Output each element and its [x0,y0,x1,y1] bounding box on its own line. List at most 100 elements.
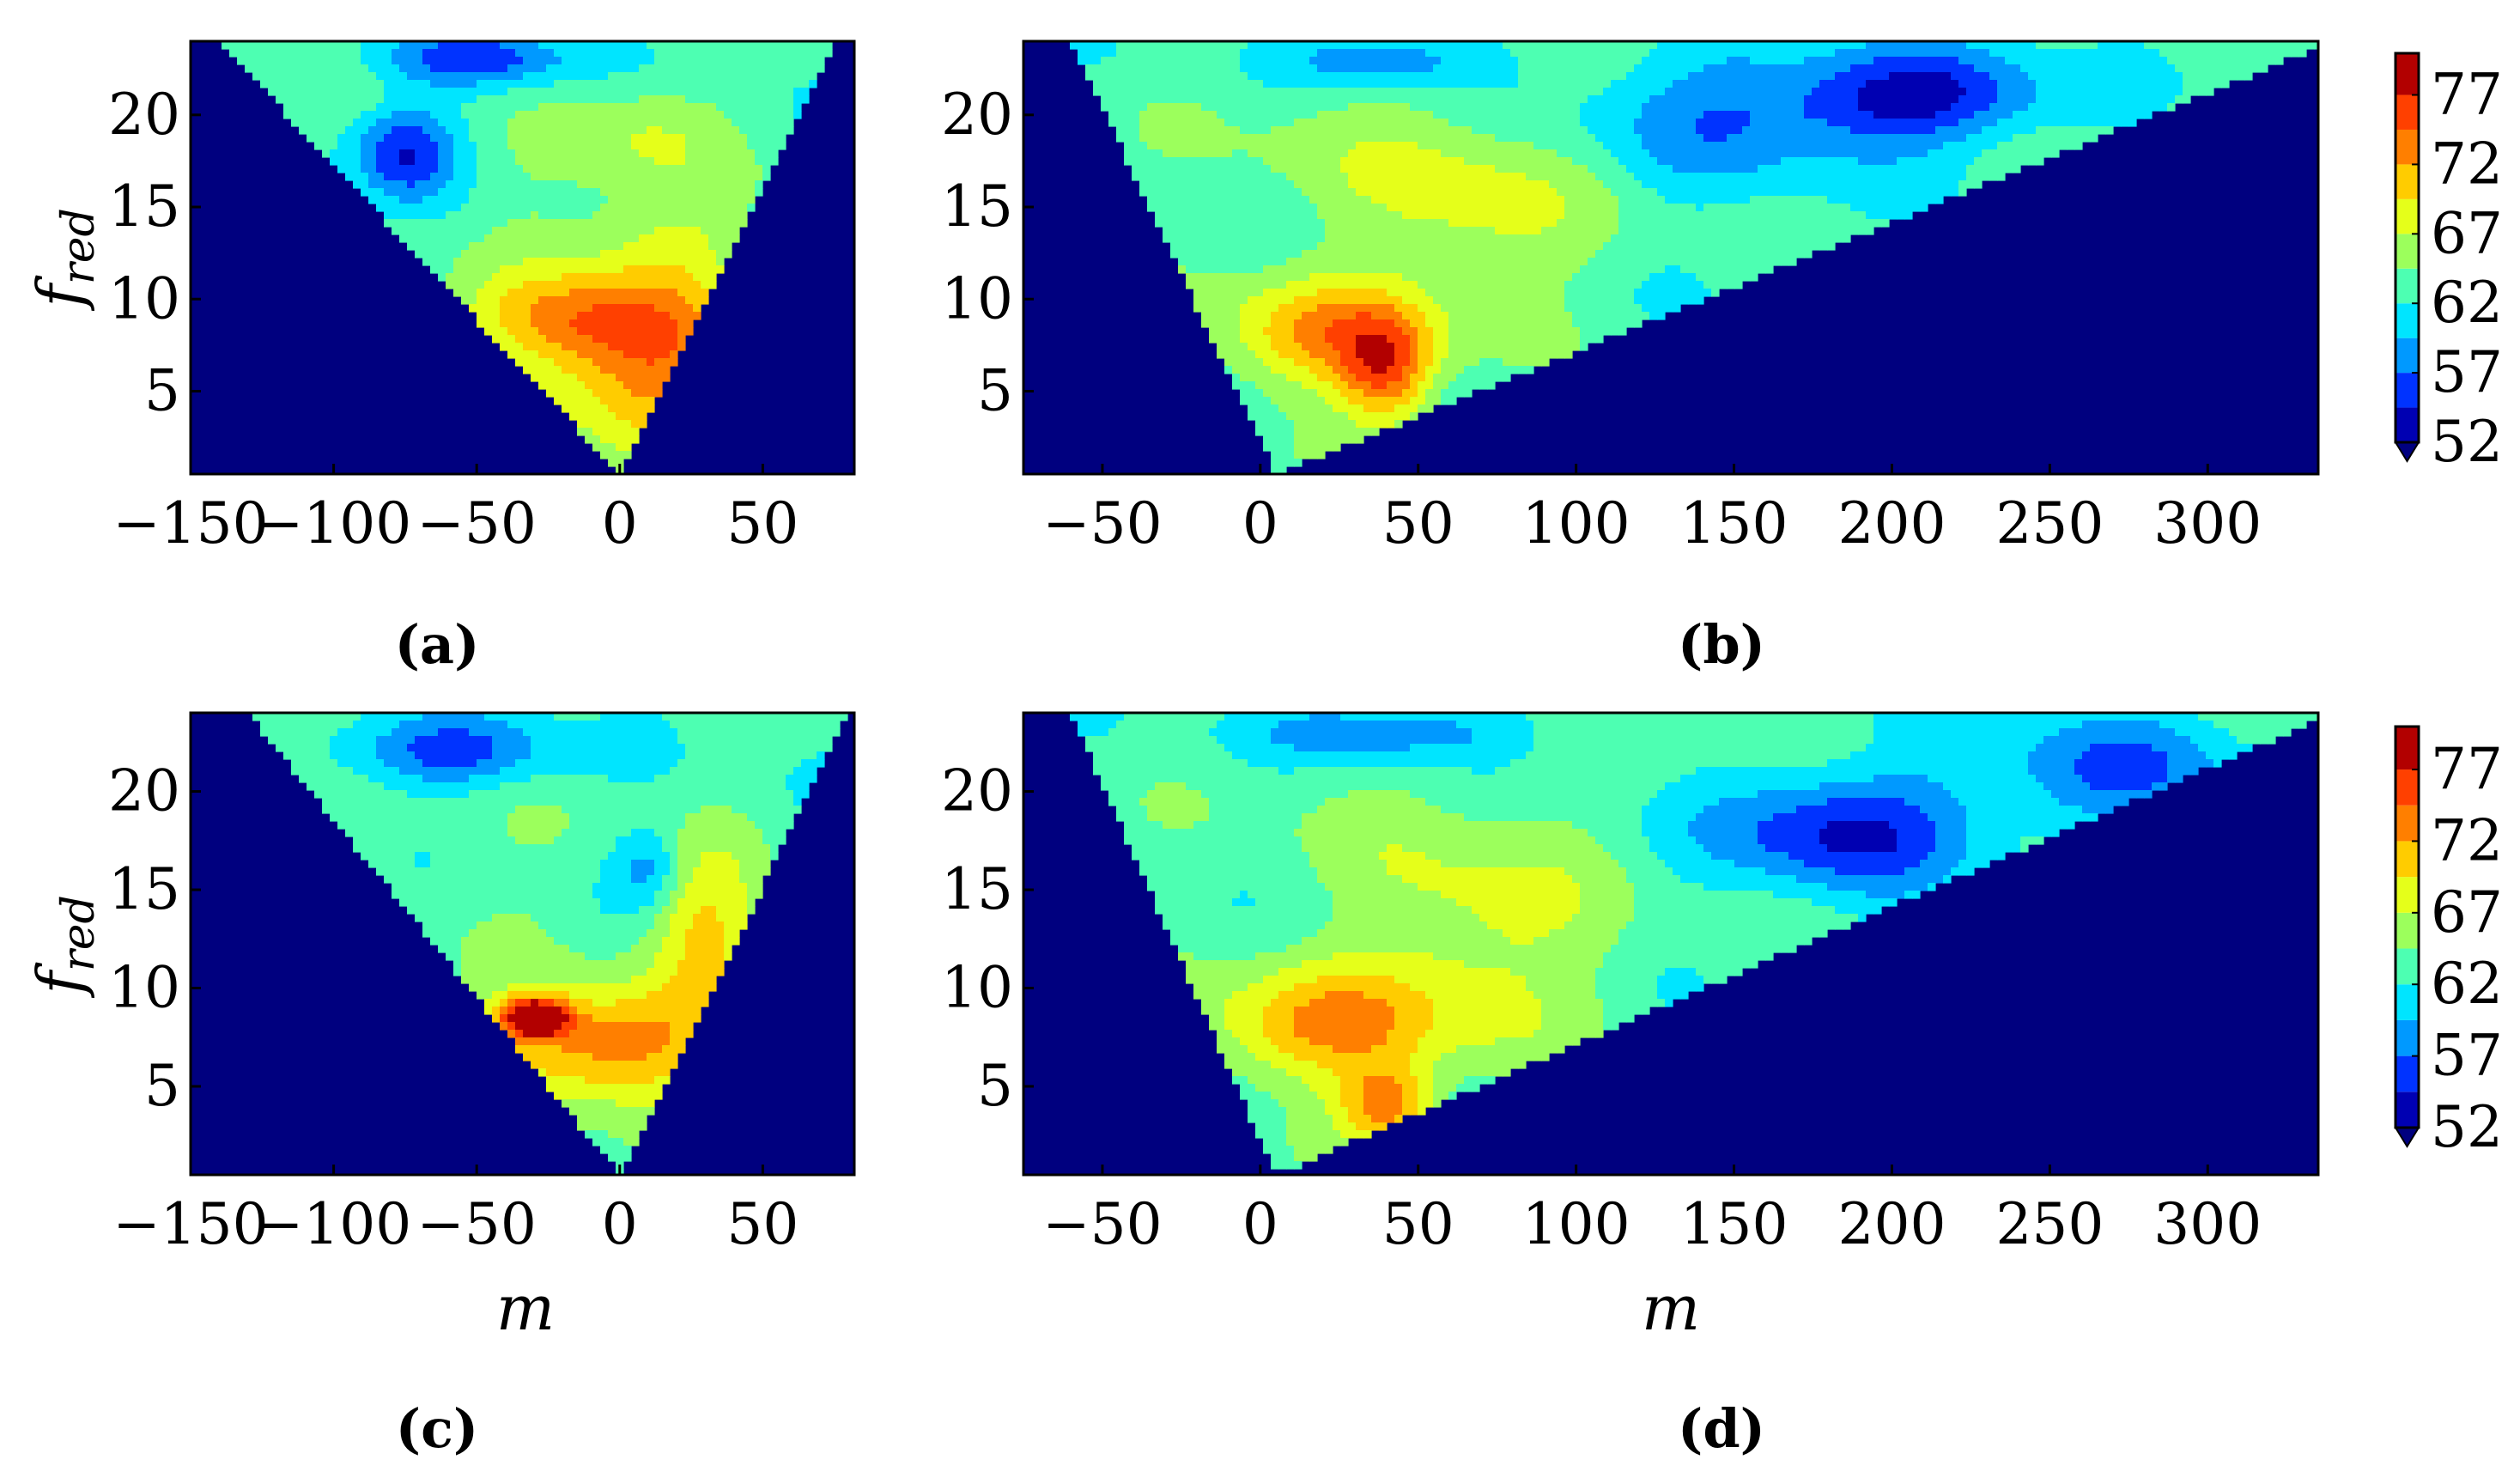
heatmap-cell [1781,157,1789,166]
heatmap-cell [538,134,547,143]
heatmap-cell [469,296,477,305]
heatmap-cell [1425,196,1434,204]
heatmap-cell [1472,126,1480,135]
heatmap-cell [523,72,531,81]
heatmap-cell [1711,80,1720,88]
heatmap-cell [453,273,462,282]
heatmap-cell [1271,173,1279,181]
heatmap-cell [1858,173,1867,181]
heatmap-cell [716,211,725,220]
heatmap-cell [701,273,709,282]
heatmap-cell [1363,111,1372,119]
heatmap-cell [368,157,377,166]
heatmap-cell [2036,103,2044,112]
heatmap-cell [1209,49,1217,58]
heatmap-cell [770,41,779,50]
heatmap-cell [515,350,524,359]
heatmap-cell [500,250,508,258]
heatmap-cell [639,404,647,413]
heatmap-cell [477,204,485,212]
heatmap-cell [1294,173,1303,181]
heatmap-cell [368,41,377,50]
heatmap-cell [1935,95,1944,104]
heatmap-cell [1464,41,1473,50]
heatmap-cell [1928,111,1936,119]
heatmap-cell [1325,119,1333,127]
heatmap-cell [2036,149,2044,158]
heatmap-cell [1387,95,1395,104]
heatmap-cell [2028,72,2037,81]
heatmap-cell [453,188,462,197]
heatmap-cell [654,80,663,88]
heatmap-cell [600,250,609,258]
heatmap-cell [592,103,601,112]
heatmap-cell [1989,88,1998,96]
heatmap-cell [608,443,616,452]
heatmap-cell [1124,88,1132,96]
heatmap-cell [623,250,632,258]
heatmap-cell [299,64,307,73]
heatmap-cell [1456,80,1465,88]
heatmap-cell [1448,103,1457,112]
heatmap-cell [569,273,578,282]
heatmap-cell [531,258,539,266]
heatmap-cell [2098,103,2106,112]
heatmap-cell [554,335,562,344]
heatmap-cell [1649,180,1658,189]
heatmap-cell [1626,134,1635,143]
heatmap-cell [531,273,539,282]
heatmap-cell [616,451,624,459]
heatmap-cell [724,180,732,189]
heatmap-cell [608,265,616,274]
heatmap-cell [2175,72,2183,81]
heatmap-cell [1974,41,1983,50]
heatmap-cell [1812,103,1820,112]
heatmap-cell [523,350,531,359]
heatmap-cell [1966,180,1975,189]
heatmap-cell [2183,41,2191,50]
heatmap-cell [546,134,555,143]
heatmap-cell [569,412,578,421]
heatmap-cell [747,88,756,96]
heatmap-cell [708,227,717,235]
heatmap-cell [1557,64,1565,73]
heatmap-cell [1873,57,1882,65]
heatmap-cell [2028,111,2037,119]
heatmap-cell [554,227,562,235]
heatmap-cell [546,366,555,374]
heatmap-cell [345,142,354,150]
heatmap-cell [1618,80,1627,88]
heatmap-cell [446,227,454,235]
heatmap-cell [1371,111,1380,119]
heatmap-cell [1132,173,1140,181]
heatmap-cell [1889,95,1898,104]
heatmap-cell [739,95,748,104]
heatmap-cell [1402,88,1411,96]
heatmap-cell [1309,126,1318,135]
heatmap-cell [1564,111,1573,119]
heatmap-cell [662,350,671,359]
heatmap-cell [1765,157,1774,166]
heatmap-cell [353,57,361,65]
heatmap-cell [662,165,671,173]
heatmap-cell [1742,88,1751,96]
heatmap-cell [1966,57,1975,65]
heatmap-cell [1309,95,1318,104]
heatmap-cell [2043,103,2052,112]
heatmap-cell [1487,142,1496,150]
heatmap-cell [562,242,570,251]
heatmap-cell [453,142,462,150]
heatmap-cell [1232,126,1241,135]
heatmap-cell [693,227,701,235]
heatmap-cell [330,64,338,73]
heatmap-cell [647,95,655,104]
heatmap-cell [1889,49,1898,58]
heatmap-cell [623,312,632,320]
heatmap-cell [631,397,640,405]
heatmap-cell [1132,157,1140,166]
heatmap-cell [562,95,570,104]
heatmap-cell [515,49,524,58]
heatmap-cell [461,204,470,212]
heatmap-cell [670,103,678,112]
heatmap-cell [1394,41,1403,50]
